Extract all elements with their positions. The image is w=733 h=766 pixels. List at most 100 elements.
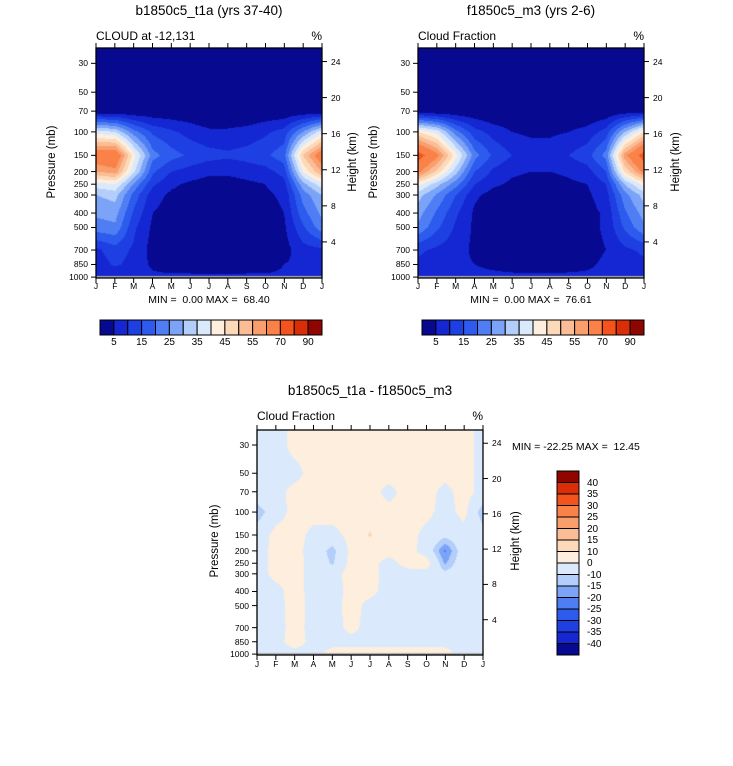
panel3-contour-field xyxy=(257,430,483,655)
pressure-tick-label: 500 xyxy=(234,600,249,611)
month-tick-label: A xyxy=(310,659,317,669)
colorbar-tick-label: 55 xyxy=(247,337,259,348)
pressure-tick-label: 30 xyxy=(239,440,249,450)
colorbar-tick-label: 5 xyxy=(433,337,439,348)
month-tick-label: A xyxy=(385,659,392,669)
pressure-tick-label: 100 xyxy=(73,126,88,137)
height-tick-label: 16 xyxy=(653,128,663,139)
panel1-axis-ticks xyxy=(91,43,327,283)
panel2-minmax: MIN = 0.00 MAX = 76.61 xyxy=(470,294,592,306)
panel1-contour-field xyxy=(96,48,322,278)
colorbar-tick-label: 25 xyxy=(587,512,599,523)
height-tick-label: 24 xyxy=(653,56,663,67)
pressure-tick-label: 850 xyxy=(234,636,249,647)
colorbar-tick-label: -15 xyxy=(587,581,602,592)
pressure-tick-label: 200 xyxy=(73,166,88,177)
month-tick-label: J xyxy=(415,281,421,291)
pressure-tick-label: 150 xyxy=(234,530,249,540)
pressure-tick-label: 150 xyxy=(73,150,88,161)
pressure-tick-label: 700 xyxy=(73,245,88,256)
colorbar-tick-label: 10 xyxy=(587,546,599,558)
month-tick-label: O xyxy=(584,281,591,291)
colorbar-tick-label: 15 xyxy=(136,337,148,348)
pressure-tick-label: 300 xyxy=(395,190,410,201)
pressure-tick-label: 30 xyxy=(400,58,410,69)
colorbar-tick-label: 30 xyxy=(587,500,599,512)
colorbar-tick-label: 35 xyxy=(513,337,525,348)
colorbar-tick-label: 25 xyxy=(485,337,497,348)
month-tick-label: N xyxy=(281,281,288,291)
pressure-tick-label: 100 xyxy=(234,507,249,518)
pressure-tick-label: 50 xyxy=(239,468,249,479)
pressure-tick-label: 400 xyxy=(395,208,410,219)
panel1-minmax: MIN = 0.00 MAX = 68.40 xyxy=(148,294,270,306)
colorbar-tick-label: 35 xyxy=(587,489,599,500)
colorbar-tick-label: 20 xyxy=(587,523,599,535)
colorbar-tick-label: -20 xyxy=(587,592,602,604)
pressure-tick-label: 850 xyxy=(395,259,410,270)
month-tick-label: F xyxy=(273,659,279,669)
pressure-tick-label: 700 xyxy=(234,622,249,633)
height-tick-label: 24 xyxy=(492,438,502,449)
pressure-tick-label: 300 xyxy=(234,568,249,579)
month-tick-label: D xyxy=(622,281,629,291)
panel1-title: b1850c5_t1a (yrs 37-40) xyxy=(135,3,283,18)
panel2-colorbar xyxy=(421,319,645,336)
month-tick-label: A xyxy=(546,281,553,291)
panel2-height-axis-title: Height (km) xyxy=(670,132,682,192)
height-tick-label: 8 xyxy=(653,200,658,211)
panel1-height-axis-title: Height (km) xyxy=(347,132,359,192)
month-tick-label: S xyxy=(404,659,411,669)
height-tick-label: 4 xyxy=(653,236,658,247)
month-tick-label: F xyxy=(112,281,118,291)
month-tick-label: M xyxy=(452,281,460,291)
month-tick-label: M xyxy=(167,281,175,291)
panel2-variable-label: Cloud Fraction xyxy=(418,29,497,43)
month-tick-label: A xyxy=(224,281,231,291)
panel2-title: f1850c5_m3 (yrs 2-6) xyxy=(466,3,596,18)
colorbar-tick-label: -10 xyxy=(587,569,602,581)
pressure-tick-label: 70 xyxy=(400,106,410,117)
pressure-tick-label: 50 xyxy=(78,87,88,98)
panel3-colorbar xyxy=(556,470,580,656)
month-tick-label: J xyxy=(641,281,647,291)
month-tick-label: M xyxy=(328,659,336,669)
panel2-axis-ticks xyxy=(413,43,649,283)
pressure-tick-label: 30 xyxy=(78,58,88,69)
month-tick-label: J xyxy=(480,659,486,669)
month-tick-label: J xyxy=(188,281,193,291)
height-tick-label: 4 xyxy=(492,614,497,625)
panel1-variable-label: CLOUD at -12,131 xyxy=(96,29,196,43)
pressure-tick-label: 500 xyxy=(73,222,88,233)
colorbar-tick-label: -30 xyxy=(587,615,602,627)
month-tick-label: J xyxy=(349,659,354,669)
pressure-tick-label: 400 xyxy=(73,208,88,219)
month-tick-label: D xyxy=(300,281,307,291)
month-tick-label: J xyxy=(254,659,260,669)
height-tick-label: 20 xyxy=(492,473,502,484)
pressure-tick-label: 1000 xyxy=(391,272,410,283)
pressure-tick-label: 250 xyxy=(234,558,249,569)
month-tick-label: M xyxy=(489,281,497,291)
pressure-tick-label: 250 xyxy=(395,179,410,190)
pressure-tick-label: 200 xyxy=(395,166,410,177)
colorbar-tick-label: 15 xyxy=(458,337,470,348)
panel3-height-axis-title: Height (km) xyxy=(510,511,522,571)
panel3-unit-label: % xyxy=(472,409,483,423)
height-tick-label: 16 xyxy=(492,508,502,519)
month-tick-label: F xyxy=(434,281,440,291)
month-tick-label: D xyxy=(461,659,468,669)
height-tick-label: 12 xyxy=(492,544,502,555)
panel1-unit-label: % xyxy=(311,29,322,43)
colorbar-tick-label: 90 xyxy=(302,337,314,348)
panel2-contour-field xyxy=(418,48,644,278)
pressure-tick-label: 400 xyxy=(234,586,249,597)
panel1-pressure-axis-title: Pressure (mb) xyxy=(46,125,58,199)
height-tick-label: 24 xyxy=(331,56,341,67)
panel3-minmax: MIN = -22.25 MAX = 12.45 xyxy=(512,441,640,453)
month-tick-label: A xyxy=(149,281,156,291)
colorbar-tick-label: -25 xyxy=(587,604,602,615)
pressure-tick-label: 850 xyxy=(73,259,88,270)
height-tick-label: 12 xyxy=(653,164,663,175)
